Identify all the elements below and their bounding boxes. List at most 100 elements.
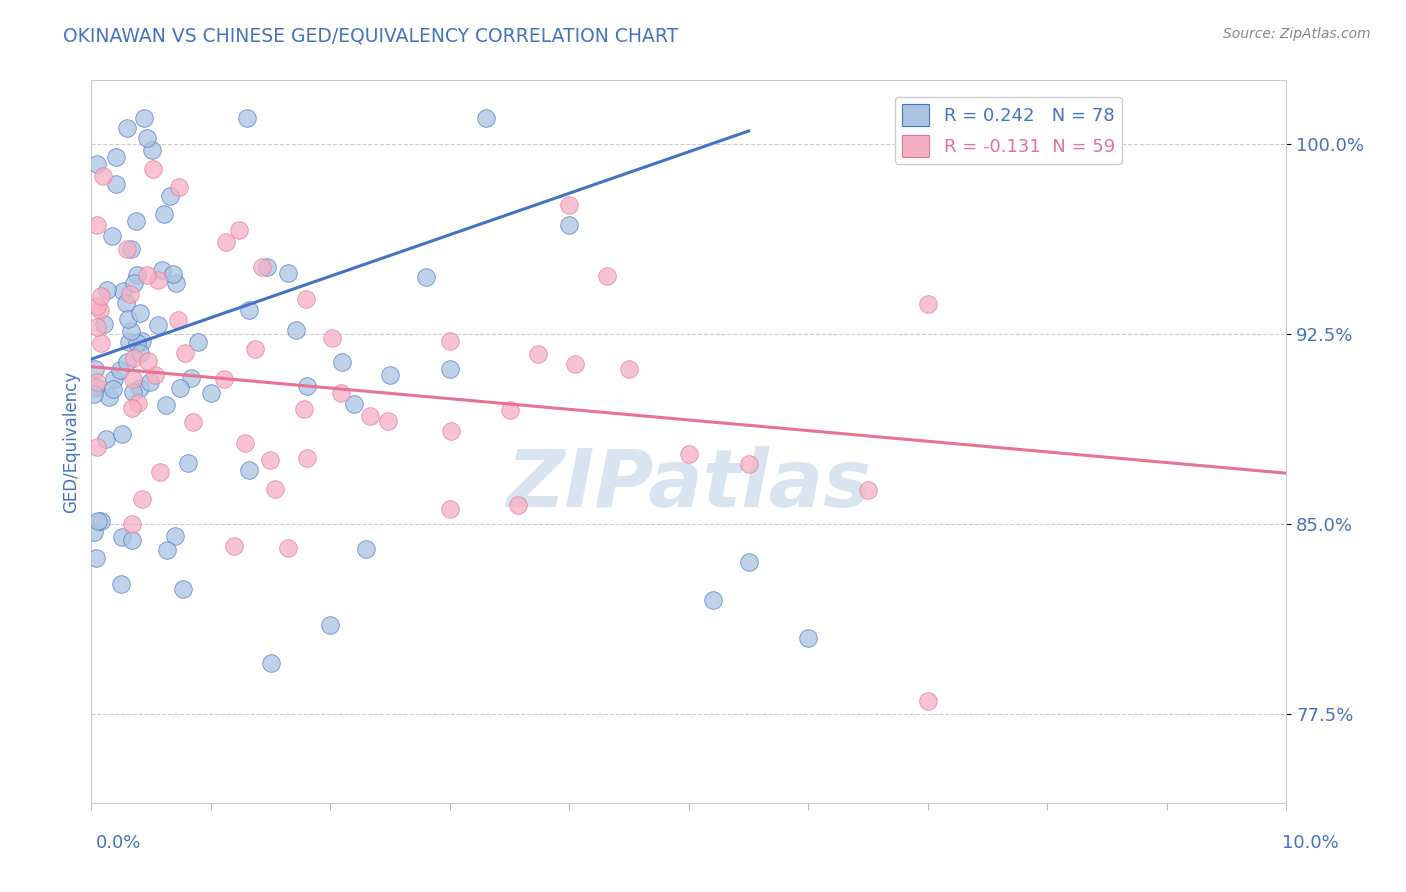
Point [153, 207, 176, 221]
Point [167, 180, 190, 194]
Point [187, 334, 209, 349]
Point [120, 286, 142, 301]
Point [83, 386, 105, 401]
Point [115, 296, 138, 310]
Point [118, 335, 141, 350]
Point [129, 346, 152, 360]
Point [295, 379, 318, 393]
Point [162, 267, 184, 281]
Point [797, 631, 820, 645]
Point [84, 362, 107, 376]
Point [129, 382, 152, 396]
Point [917, 297, 939, 311]
Point [292, 402, 315, 417]
Point [155, 398, 177, 412]
Point [86, 219, 108, 233]
Point [86, 299, 108, 313]
Point [111, 530, 134, 544]
Point [439, 334, 461, 349]
Legend: R = 0.242   N = 78, R = -0.131  N = 59: R = 0.242 N = 78, R = -0.131 N = 59 [894, 96, 1122, 164]
Point [183, 415, 205, 429]
Point [90, 288, 112, 302]
Point [93, 317, 115, 331]
Point [146, 318, 169, 332]
Point [596, 269, 619, 284]
Point [135, 268, 157, 282]
Point [86, 320, 108, 334]
Point [277, 541, 299, 555]
Point [97, 390, 120, 404]
Point [284, 323, 307, 337]
Point [619, 361, 641, 376]
Point [264, 482, 287, 496]
Point [111, 427, 134, 442]
Point [238, 302, 260, 317]
Y-axis label: GED/Equivalency: GED/Equivalency [62, 370, 80, 513]
Point [103, 372, 125, 386]
Text: 0.0%: 0.0% [96, 834, 141, 852]
Point [127, 336, 149, 351]
Point [167, 313, 190, 327]
Point [474, 112, 498, 126]
Point [259, 657, 281, 671]
Point [737, 458, 759, 472]
Point [527, 347, 550, 361]
Point [169, 381, 191, 395]
Point [378, 368, 402, 383]
Point [148, 273, 170, 287]
Point [91, 169, 114, 183]
Point [121, 385, 143, 400]
Point [294, 292, 316, 306]
Point [143, 368, 166, 383]
Point [321, 331, 343, 345]
Point [101, 382, 124, 396]
Point [121, 516, 143, 531]
Text: Source: ZipAtlas.com: Source: ZipAtlas.com [1223, 27, 1371, 41]
Point [142, 161, 165, 176]
Point [141, 143, 163, 157]
Point [564, 357, 586, 371]
Point [117, 121, 139, 136]
Point [149, 465, 172, 479]
Point [136, 354, 159, 368]
Point [319, 618, 342, 632]
Point [131, 492, 153, 507]
Point [87, 514, 110, 528]
Point [295, 451, 318, 466]
Point [856, 483, 880, 497]
Point [156, 543, 179, 558]
Point [498, 402, 520, 417]
Point [174, 346, 197, 360]
Point [163, 529, 186, 543]
Point [104, 150, 127, 164]
Point [228, 223, 250, 237]
Point [108, 363, 131, 377]
Text: 10.0%: 10.0% [1282, 834, 1339, 852]
Point [415, 270, 437, 285]
Point [96, 284, 118, 298]
Point [125, 214, 148, 228]
Point [111, 284, 134, 298]
Point [329, 386, 352, 401]
Point [90, 515, 112, 529]
Point [439, 362, 461, 376]
Point [121, 533, 143, 547]
Point [343, 397, 366, 411]
Point [678, 447, 700, 461]
Point [250, 260, 273, 274]
Point [165, 277, 187, 291]
Point [84, 380, 107, 394]
Point [121, 401, 143, 415]
Point [180, 371, 202, 385]
Point [236, 112, 259, 126]
Point [86, 375, 108, 389]
Point [702, 593, 724, 607]
Point [90, 336, 112, 351]
Point [176, 456, 198, 470]
Point [238, 463, 260, 477]
Point [129, 306, 152, 320]
Point [377, 414, 399, 428]
Point [115, 242, 138, 256]
Point [86, 440, 108, 454]
Point [150, 263, 173, 277]
